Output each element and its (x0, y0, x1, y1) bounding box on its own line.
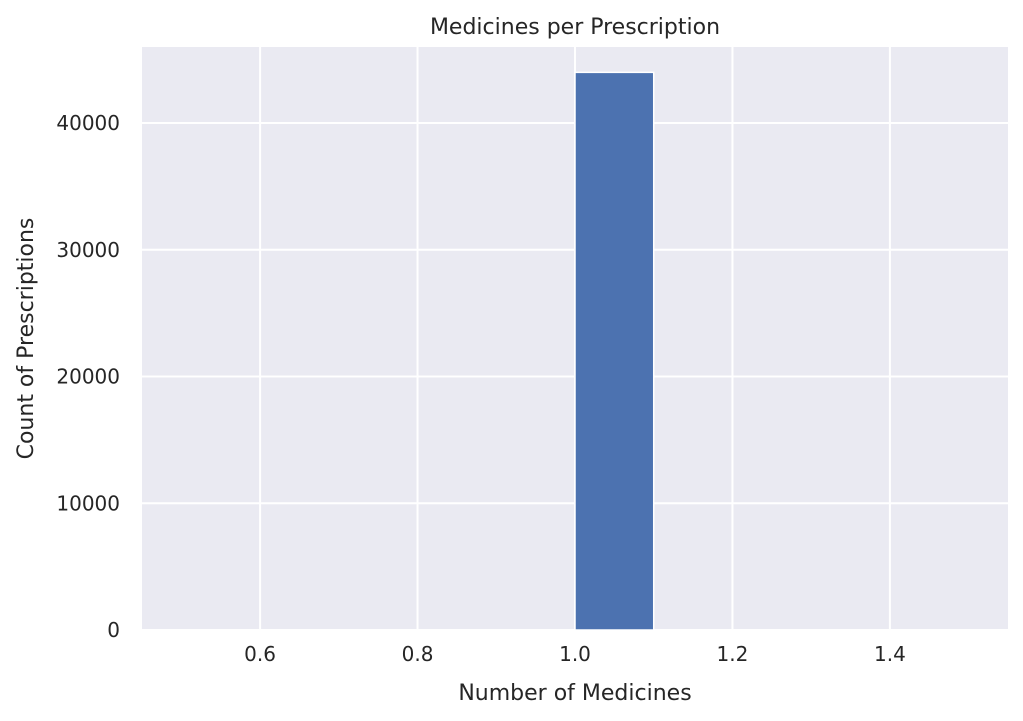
x-tick-label: 1.4 (874, 642, 906, 666)
chart-title: Medicines per Prescription (430, 15, 720, 40)
x-axis-label: Number of Medicines (458, 681, 691, 706)
y-axis-label: Count of Prescriptions (14, 218, 39, 460)
y-tick-label: 40000 (56, 111, 120, 135)
x-tick-labels: 0.6 0.8 1.0 1.2 1.4 (244, 642, 906, 666)
x-tick-label: 0.8 (402, 642, 434, 666)
x-tick-label: 0.6 (244, 642, 276, 666)
y-tick-labels: 0 10000 20000 30000 40000 (56, 111, 120, 642)
x-tick-label: 1.0 (559, 642, 591, 666)
y-tick-label: 20000 (56, 365, 120, 389)
y-tick-label: 0 (107, 618, 120, 642)
bars (574, 71, 655, 631)
bar (574, 71, 655, 631)
y-tick-label: 10000 (56, 491, 120, 515)
y-tick-label: 30000 (56, 238, 120, 262)
x-tick-label: 1.2 (717, 642, 749, 666)
